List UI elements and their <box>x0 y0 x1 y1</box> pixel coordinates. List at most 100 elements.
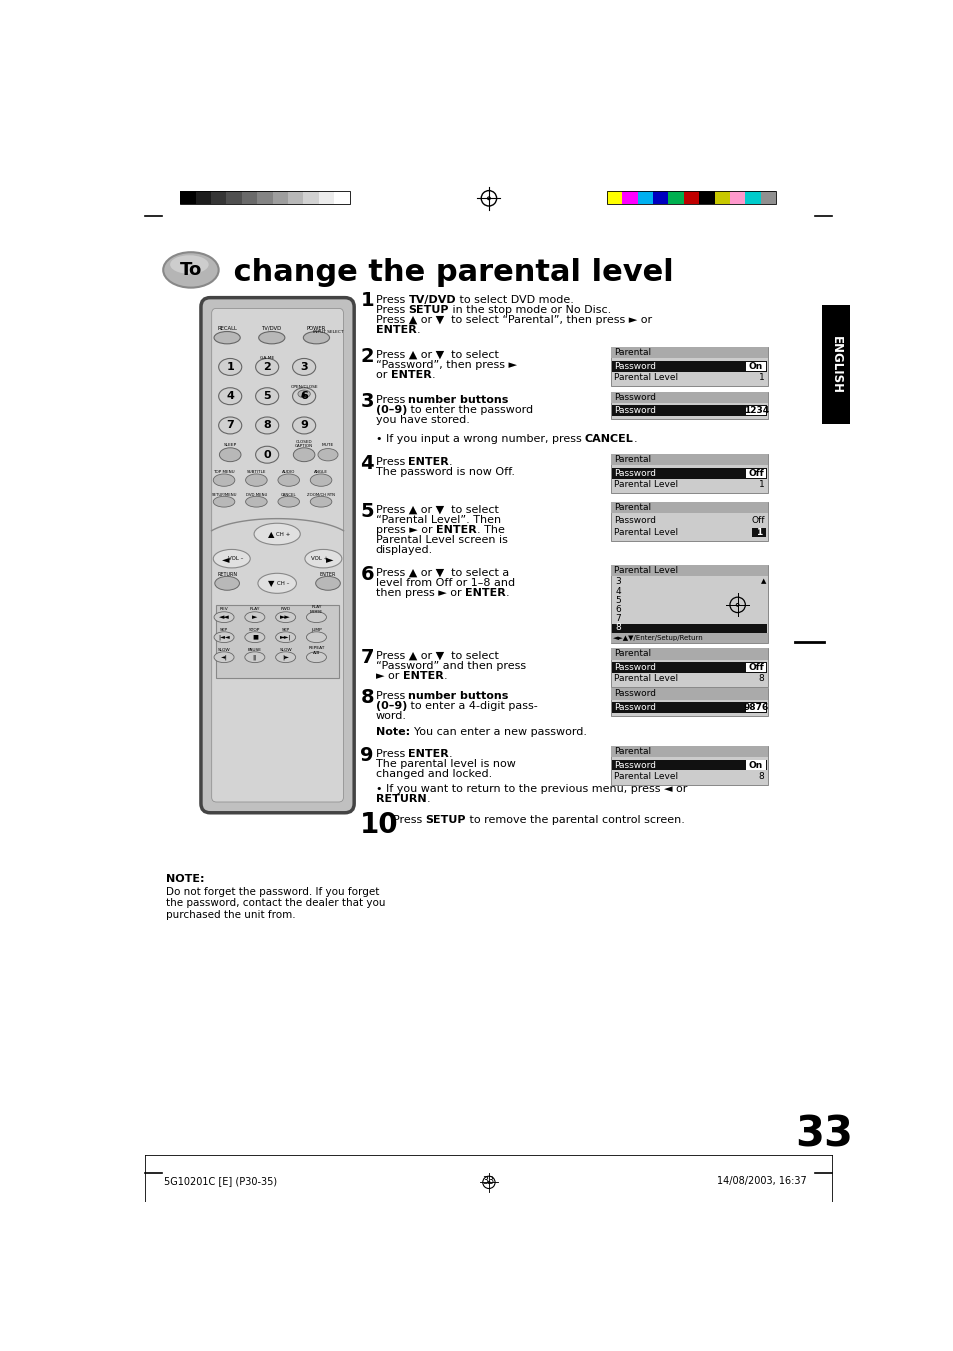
Text: TV/DVD: TV/DVD <box>408 295 456 304</box>
Text: displayed.: displayed. <box>375 544 433 555</box>
Ellipse shape <box>213 474 234 486</box>
Text: Parental Level: Parental Level <box>614 674 678 684</box>
Ellipse shape <box>213 612 233 623</box>
Ellipse shape <box>170 255 209 274</box>
Text: Off: Off <box>750 516 763 526</box>
Text: “Password” and then press: “Password” and then press <box>375 661 525 671</box>
Text: “Parental Level”. Then: “Parental Level”. Then <box>375 515 500 524</box>
Ellipse shape <box>258 331 285 345</box>
Text: SETUP/MENU: SETUP/MENU <box>211 493 236 497</box>
Text: SETUP: SETUP <box>425 815 465 825</box>
Text: 2: 2 <box>263 362 271 372</box>
Bar <box>610 347 767 358</box>
Text: FWD: FWD <box>280 608 291 612</box>
Text: CANCEL: CANCEL <box>584 434 633 444</box>
Bar <box>744 192 760 204</box>
Ellipse shape <box>277 474 299 486</box>
Bar <box>610 634 767 643</box>
Bar <box>195 192 211 204</box>
Text: 1: 1 <box>360 292 374 311</box>
Ellipse shape <box>303 331 329 345</box>
Text: ◄|: ◄| <box>220 654 227 661</box>
Ellipse shape <box>253 523 300 544</box>
Ellipse shape <box>306 632 326 643</box>
Text: POWER: POWER <box>307 326 326 331</box>
Text: Password: Password <box>614 516 656 526</box>
Ellipse shape <box>245 474 267 486</box>
Bar <box>257 192 273 204</box>
Text: 1: 1 <box>758 480 763 489</box>
Text: ►: ► <box>252 615 257 620</box>
Text: 8: 8 <box>758 771 763 781</box>
Text: PAUSE: PAUSE <box>248 648 261 653</box>
Text: word.: word. <box>375 711 406 721</box>
Ellipse shape <box>306 612 326 623</box>
Text: ENTER: ENTER <box>319 571 335 577</box>
Bar <box>610 347 767 386</box>
Text: SKP: SKP <box>220 628 228 632</box>
Bar <box>610 392 767 419</box>
Text: 3: 3 <box>360 392 374 411</box>
Text: NOTE:: NOTE: <box>166 874 205 885</box>
Text: then press ► or: then press ► or <box>375 588 464 598</box>
Text: (0–9): (0–9) <box>375 405 407 415</box>
Text: Password: Password <box>614 703 656 712</box>
Ellipse shape <box>214 577 239 590</box>
Ellipse shape <box>255 358 278 376</box>
Text: 1: 1 <box>226 362 233 372</box>
Ellipse shape <box>218 358 241 376</box>
Bar <box>288 192 303 204</box>
Text: 5: 5 <box>263 392 271 401</box>
Text: 9: 9 <box>360 746 374 765</box>
Text: ENTER: ENTER <box>390 370 431 380</box>
Bar <box>612 516 766 527</box>
Text: OPEN/CLOSE: OPEN/CLOSE <box>290 385 317 389</box>
Text: SLEEP: SLEEP <box>223 443 236 447</box>
Bar <box>610 648 767 688</box>
Bar <box>745 407 765 416</box>
Bar <box>612 662 766 673</box>
Bar <box>610 688 767 716</box>
Ellipse shape <box>293 447 314 462</box>
Bar <box>610 501 767 513</box>
Text: DVD MENU: DVD MENU <box>246 493 267 497</box>
Ellipse shape <box>306 651 326 662</box>
Text: “Password”, then press ►: “Password”, then press ► <box>375 359 517 370</box>
Text: CANCEL: CANCEL <box>280 493 296 497</box>
Text: TOP MENU: TOP MENU <box>213 470 234 474</box>
Text: Password: Password <box>613 393 655 401</box>
Text: 3: 3 <box>300 362 308 372</box>
Bar <box>180 192 349 204</box>
Text: Password: Password <box>614 362 656 370</box>
Text: Parental Level: Parental Level <box>613 566 677 576</box>
Text: Parental Level: Parental Level <box>614 771 678 781</box>
Text: .: . <box>426 794 430 804</box>
Text: .: . <box>449 457 453 467</box>
FancyBboxPatch shape <box>201 297 354 813</box>
Text: ZOOM/CH RTN: ZOOM/CH RTN <box>307 493 335 497</box>
Text: REV: REV <box>219 608 228 612</box>
Ellipse shape <box>255 417 278 434</box>
Text: 9876: 9876 <box>742 703 768 712</box>
Text: |◄◄: |◄◄ <box>218 635 230 640</box>
Text: 8: 8 <box>615 623 620 632</box>
Ellipse shape <box>213 632 233 643</box>
Bar <box>303 192 318 204</box>
Text: .: . <box>431 370 435 380</box>
Bar <box>606 192 776 204</box>
Text: VOL +: VOL + <box>311 557 328 561</box>
Ellipse shape <box>163 253 218 288</box>
Text: .: . <box>633 434 637 444</box>
Text: You can enter a new password.: You can enter a new password. <box>414 727 586 736</box>
Text: Press: Press <box>375 748 408 759</box>
Text: Do not forget the password. If you forget
the password, contact the dealer that : Do not forget the password. If you forge… <box>166 886 385 920</box>
Text: Parental: Parental <box>613 503 650 512</box>
Text: Press ▲ or ▼  to select: Press ▲ or ▼ to select <box>375 505 498 515</box>
Text: Password: Password <box>614 761 656 770</box>
Bar <box>216 605 338 678</box>
Ellipse shape <box>277 496 299 507</box>
Text: ▲: ▲ <box>760 578 765 584</box>
Text: GA ME: GA ME <box>260 355 274 359</box>
Text: 5G10201C [E] (P30-35): 5G10201C [E] (P30-35) <box>164 1175 276 1186</box>
Text: number buttons: number buttons <box>408 394 508 405</box>
